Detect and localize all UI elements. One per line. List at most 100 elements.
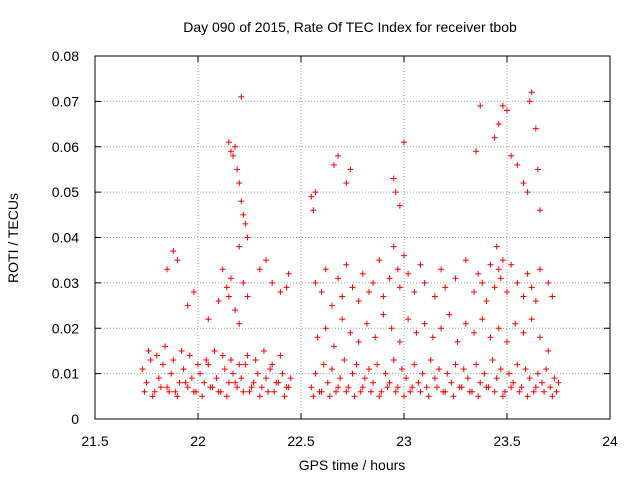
data-point (260, 347, 267, 354)
y-tick-label: 0.02 (52, 320, 79, 336)
data-point (184, 384, 191, 391)
data-point (328, 302, 335, 309)
data-point (514, 279, 521, 286)
data-point (370, 279, 377, 286)
data-point (477, 379, 484, 386)
x-tick-label: 21.5 (81, 433, 108, 449)
data-point (532, 298, 539, 305)
x-tick-label: 23.5 (493, 433, 520, 449)
data-point (269, 361, 276, 368)
data-point (508, 152, 515, 159)
data-point (512, 320, 519, 327)
data-point (335, 384, 342, 391)
data-point (398, 366, 405, 373)
data-point (238, 93, 245, 100)
data-point (466, 388, 473, 395)
data-point (429, 334, 436, 341)
grid-lines (95, 56, 610, 419)
data-point (518, 384, 525, 391)
data-point (489, 357, 496, 364)
data-point (508, 384, 515, 391)
data-point (417, 261, 424, 268)
data-point (460, 366, 467, 373)
data-point (330, 343, 337, 350)
data-point (145, 347, 152, 354)
data-point (462, 320, 469, 327)
data-point (308, 193, 315, 200)
data-point (215, 298, 222, 305)
data-point (532, 384, 539, 391)
data-point (246, 388, 253, 395)
data-point (520, 329, 527, 336)
data-point (442, 388, 449, 395)
data-point (384, 384, 391, 391)
data-point (203, 357, 210, 364)
data-point (174, 257, 181, 264)
data-point (555, 379, 562, 386)
data-point (524, 393, 531, 400)
data-point (324, 379, 331, 386)
data-point (238, 375, 245, 382)
data-point (225, 293, 232, 300)
data-point (549, 293, 556, 300)
data-point (343, 388, 350, 395)
x-tick-label: 22 (190, 433, 206, 449)
data-point (162, 343, 169, 350)
data-point (499, 102, 506, 109)
y-tick-label: 0.07 (52, 93, 79, 109)
data-point (244, 293, 251, 300)
data-point (153, 352, 160, 359)
data-point (536, 334, 543, 341)
y-tick-label: 0.04 (52, 230, 79, 246)
data-point (528, 284, 535, 291)
data-point (504, 107, 510, 114)
data-point (370, 379, 377, 386)
x-axis-ticks: 21.5 22 22.5 23 23.5 24 (81, 56, 618, 449)
y-tick-label: 0.05 (52, 184, 79, 200)
data-point (314, 334, 321, 341)
data-point (230, 370, 237, 377)
chart-title: Day 090 of 2015, Rate Of TEC Index for r… (183, 19, 517, 35)
data-point (139, 366, 146, 373)
data-point (355, 298, 362, 305)
data-point (446, 311, 453, 318)
data-point (473, 361, 480, 368)
data-point (396, 202, 403, 209)
data-point (491, 284, 498, 291)
data-point (242, 220, 249, 227)
data-point (359, 270, 366, 277)
data-point (248, 384, 255, 391)
y-axis-ticks: 0 0.01 0.02 0.03 0.04 0.05 0.06 0.07 0.08 (52, 48, 610, 427)
data-point (312, 189, 319, 196)
data-point (392, 189, 399, 196)
data-point (458, 384, 465, 391)
data-point (188, 375, 195, 382)
data-point (390, 357, 397, 364)
data-point (347, 329, 354, 336)
data-point (322, 266, 329, 273)
data-point (320, 361, 327, 368)
data-point (285, 270, 292, 277)
data-point (250, 379, 257, 386)
data-point (427, 357, 434, 364)
data-point (493, 375, 500, 382)
data-point (322, 325, 329, 332)
data-point (407, 388, 414, 395)
data-point (392, 388, 399, 395)
data-point (462, 257, 469, 264)
data-point (279, 370, 286, 377)
data-point (382, 370, 389, 377)
data-point (394, 266, 401, 273)
y-tick-label: 0.01 (52, 366, 79, 382)
data-point (190, 288, 197, 295)
data-point (234, 384, 241, 391)
data-point (244, 234, 251, 241)
data-point (219, 266, 226, 273)
data-point (532, 125, 539, 132)
data-point (413, 329, 420, 336)
data-point (514, 361, 521, 368)
y-tick-label: 0.06 (52, 139, 79, 155)
data-point (396, 338, 403, 345)
data-point (281, 393, 288, 400)
data-point (269, 279, 276, 286)
